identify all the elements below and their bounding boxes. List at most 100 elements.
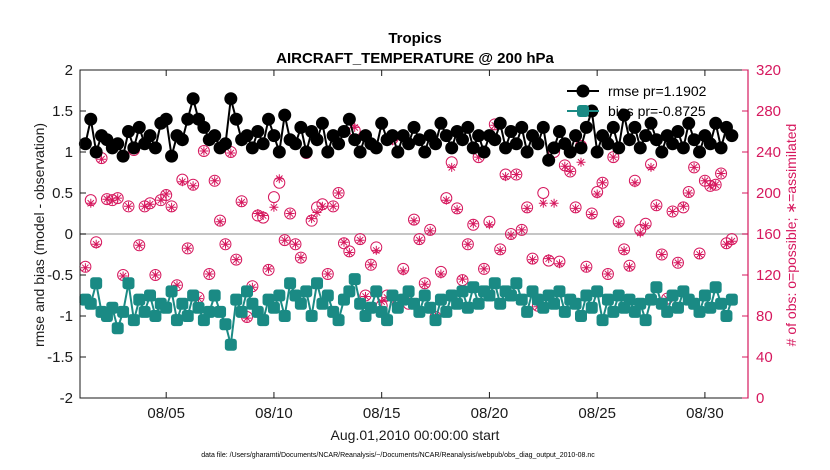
obs-possible-point [289,238,302,251]
rmse-point [310,133,324,147]
rmse-point [445,141,459,155]
bias-point [693,305,706,318]
bias-point [273,289,286,302]
legend-bias-label: bias pr=-0.8725 [608,103,706,119]
rmse-point [682,116,696,130]
rmse-point [429,137,443,151]
obs-possible-point [607,151,620,164]
rmse-point [666,137,680,151]
bias-point [580,289,593,302]
obs-possible-point [601,267,614,280]
obs-assimilated-point [371,245,381,255]
bias-point [521,305,534,318]
bias-point [117,305,130,318]
rmse-point [256,137,270,151]
rmse-point [493,116,507,130]
obs-assimilated-point [210,176,220,186]
rmse-point [121,125,135,138]
bias-point [515,293,528,306]
obs-possible-point [122,200,135,213]
rmse-point [542,153,556,167]
obs-assimilated-point [452,204,462,214]
bias-point [488,277,501,290]
bias-point [84,297,97,310]
rmse-point [299,145,313,159]
obs-assimilated-point [161,189,171,199]
obs-assimilated-point [571,203,581,213]
obs-assimilated-point [145,199,155,209]
obs-assimilated-point [560,161,570,171]
rmse-point [84,112,98,126]
rmse-point [509,137,523,151]
obs-assimilated-point [280,235,290,245]
rmse-point [622,133,636,147]
obs-assimilated-point [727,236,737,246]
rmse-point [197,120,211,134]
bias-point [456,285,469,298]
obs-assimilated-point [237,197,247,207]
bias-point [165,285,178,298]
y-axis-label: rmse and bias (model - observation) [31,123,47,347]
obs-assimilated-point [592,189,602,199]
bias-point [381,314,394,327]
rmse-point [709,116,723,130]
obs-possible-point [219,238,232,251]
obs-assimilated-point [576,157,586,167]
obs-assimilated-point [441,195,451,205]
rmse-point [321,145,335,159]
rmse-point [337,125,351,138]
bias-point [187,289,200,302]
rmse-point [569,129,583,143]
bias-point [348,273,361,286]
obs-possible-point [203,267,216,280]
bias-point [645,293,658,306]
obs-assimilated-point [398,266,408,276]
rmse-point [181,112,195,126]
bias-point [176,297,189,310]
obs-assimilated-point [651,201,661,211]
rmse-point [687,133,701,147]
legend-bias-marker [577,105,589,117]
obs-assimilated-point [285,209,295,218]
obs-assimilated-point [188,181,198,191]
obs-assimilated-point [678,201,688,211]
obs-assimilated-point [312,208,322,217]
obs-assimilated-point [242,313,252,323]
obs-possible-point [208,174,221,187]
rmse-point [175,133,189,147]
rmse-point [148,141,162,155]
y2-tick-label: 280 [756,103,781,120]
obs-possible-point [165,200,178,213]
bias-point [402,285,415,298]
rmse-point [612,141,626,155]
bias-point [90,277,103,290]
bias-point [284,277,297,290]
rmse-point [111,137,125,151]
obs-assimilated-point [511,170,521,179]
rmse-point [649,133,663,147]
obs-possible-point [666,205,679,218]
obs-possible-point [510,168,523,181]
obs-assimilated-point [700,176,710,186]
bias-point [370,285,383,298]
obs-assimilated-point [695,250,704,259]
obs-possible-point [294,251,307,264]
rmse-point [224,92,238,106]
x-tick-label: 08/10 [255,405,293,422]
obs-assimilated-point [603,269,613,279]
rmse-point [714,141,728,155]
obs-assimilated-point [97,154,106,164]
obs-assimilated-point [377,297,387,307]
bias-point [510,277,523,290]
legend-rmse-label: rmse pr=1.1902 [608,83,707,99]
bias-point [257,314,270,327]
y2-tick-label: 40 [756,349,773,366]
y-tick-label: -1.5 [47,349,73,366]
obs-assimilated-point [716,169,726,178]
bias-point [305,310,318,322]
obs-possible-point [267,191,280,204]
bias-point [671,301,684,314]
y2-tick-label: 240 [756,144,781,161]
rmse-point [536,120,550,134]
bias-point [709,281,722,294]
